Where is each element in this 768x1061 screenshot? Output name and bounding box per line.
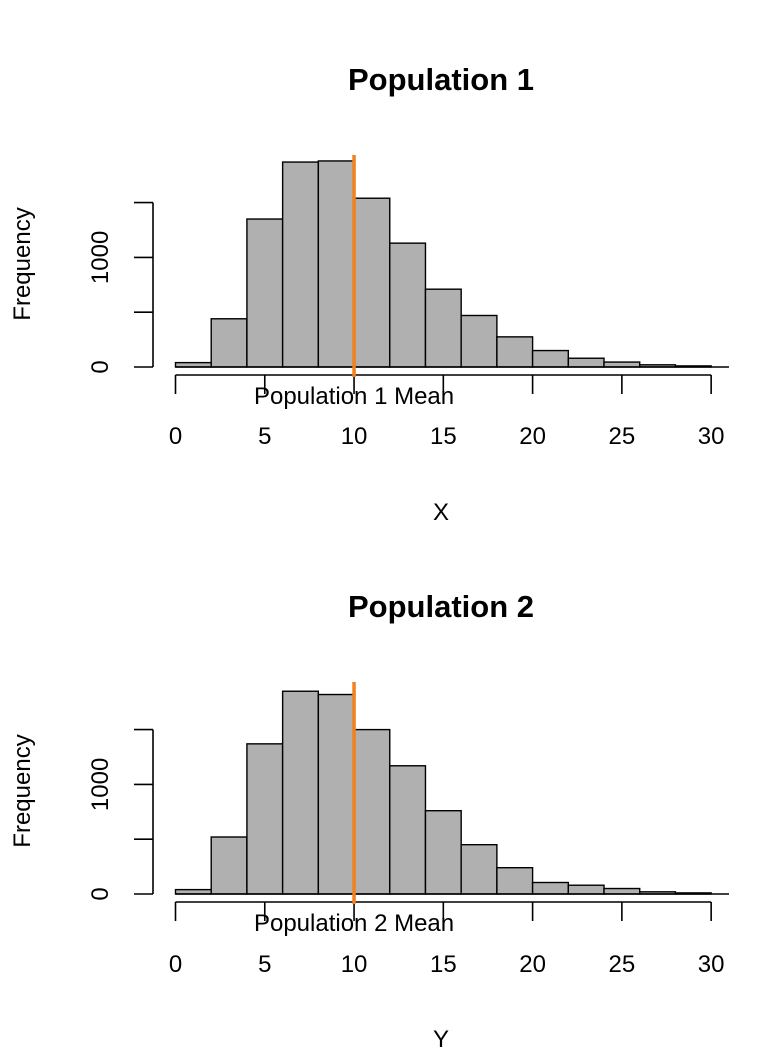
x-tick-label: 0	[169, 423, 182, 450]
x-tick-label: 5	[258, 423, 271, 450]
x-tick-label: 20	[519, 951, 546, 978]
histogram-bar	[389, 765, 427, 895]
histogram-bar	[353, 197, 391, 368]
x-axis-ticks: 0 5 10 15 20 25 30	[169, 375, 725, 450]
y-axis-ticks: 0 1000	[87, 728, 153, 901]
x-axis-ticks: 0 5 10 15 20 25 30	[169, 902, 725, 978]
histogram-bar	[281, 690, 320, 895]
x-tick-label: 15	[430, 951, 457, 978]
histogram-bar	[603, 361, 641, 368]
x-tick-label: 30	[698, 423, 725, 450]
mean-line-label: Population 2 Mean	[254, 910, 454, 937]
x-tick-label: 10	[341, 423, 368, 450]
histogram-bar	[567, 357, 605, 368]
x-axis-label: X	[433, 499, 449, 526]
y-tick-label: 0	[87, 360, 114, 373]
x-tick-label: 10	[341, 951, 368, 978]
y-axis-ticks: 0 1000	[87, 201, 153, 374]
histogram-bar	[496, 866, 534, 895]
histogram-panel-population-1: Population 1 0 5 10 15 20 25 30 0 1000 Populati…	[9, 62, 729, 526]
histogram-bar	[496, 336, 534, 368]
histogram-bars	[174, 690, 729, 895]
histogram-bar	[281, 161, 320, 368]
histogram-bar	[353, 728, 391, 895]
y-tick-label: 0	[87, 887, 114, 900]
x-tick-label: 0	[169, 951, 182, 978]
y-tick-label: 1000	[87, 231, 114, 284]
x-axis-label: Y	[433, 1026, 449, 1053]
histogram-bar	[460, 314, 498, 368]
x-tick-label: 25	[609, 423, 636, 450]
y-tick-label: 1000	[87, 758, 114, 811]
chart-title: Population 2	[348, 589, 534, 624]
x-tick-label: 25	[609, 951, 636, 978]
histogram-bars	[174, 160, 729, 368]
histogram-panel-population-2: Population 2 0 5 10 15 20 25 30 0 1000 Populati…	[9, 589, 729, 1053]
histogram-bar	[531, 881, 570, 895]
histogram-bar	[389, 242, 427, 368]
histogram-bar	[531, 349, 570, 368]
histogram-bar	[567, 884, 605, 895]
histogram-bar	[317, 160, 355, 368]
x-tick-label: 30	[698, 951, 725, 978]
histogram-bar	[317, 693, 355, 895]
x-tick-label: 15	[430, 423, 457, 450]
mean-line-label: Population 1 Mean	[254, 383, 454, 410]
histogram-bar	[246, 218, 284, 368]
y-axis-label: Frequency	[9, 207, 36, 320]
chart-title: Population 1	[348, 62, 534, 97]
histogram-bar	[246, 743, 284, 895]
histogram-bar	[424, 288, 462, 368]
histogram-bar	[210, 836, 248, 895]
x-tick-label: 20	[519, 423, 546, 450]
histogram-bar	[603, 887, 641, 895]
histogram-bar	[210, 318, 248, 368]
histogram-bar	[424, 810, 462, 895]
y-axis-label: Frequency	[9, 734, 36, 847]
x-tick-label: 5	[258, 951, 271, 978]
histogram-bar	[460, 843, 498, 895]
